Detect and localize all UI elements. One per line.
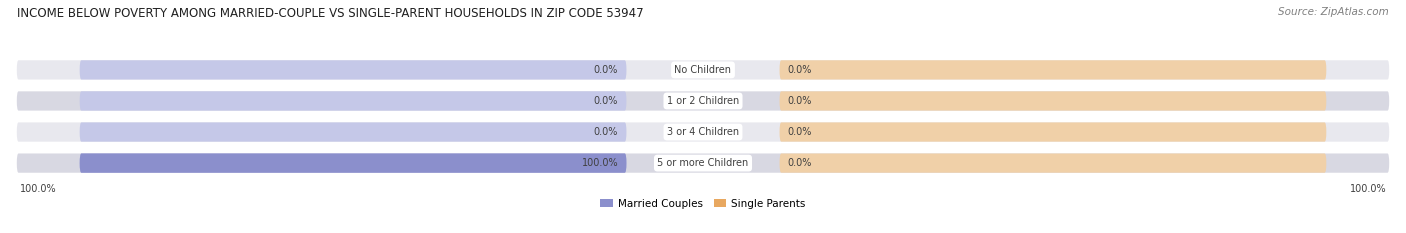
FancyBboxPatch shape xyxy=(17,60,1389,79)
Text: 0.0%: 0.0% xyxy=(593,96,619,106)
FancyBboxPatch shape xyxy=(779,91,1326,111)
FancyBboxPatch shape xyxy=(779,122,1326,142)
Text: INCOME BELOW POVERTY AMONG MARRIED-COUPLE VS SINGLE-PARENT HOUSEHOLDS IN ZIP COD: INCOME BELOW POVERTY AMONG MARRIED-COUPL… xyxy=(17,7,644,20)
FancyBboxPatch shape xyxy=(779,154,1326,173)
FancyBboxPatch shape xyxy=(17,122,1389,142)
Text: 0.0%: 0.0% xyxy=(787,65,813,75)
Text: 0.0%: 0.0% xyxy=(787,158,813,168)
FancyBboxPatch shape xyxy=(80,154,627,173)
Text: 100.0%: 100.0% xyxy=(582,158,619,168)
Legend: Married Couples, Single Parents: Married Couples, Single Parents xyxy=(596,194,810,213)
Text: 100.0%: 100.0% xyxy=(20,184,56,194)
Text: 3 or 4 Children: 3 or 4 Children xyxy=(666,127,740,137)
Text: 0.0%: 0.0% xyxy=(593,65,619,75)
Text: 0.0%: 0.0% xyxy=(593,127,619,137)
Text: 0.0%: 0.0% xyxy=(787,96,813,106)
Text: 100.0%: 100.0% xyxy=(1350,184,1386,194)
FancyBboxPatch shape xyxy=(17,91,1389,111)
FancyBboxPatch shape xyxy=(80,122,627,142)
FancyBboxPatch shape xyxy=(80,91,627,111)
Text: 0.0%: 0.0% xyxy=(787,127,813,137)
Text: No Children: No Children xyxy=(675,65,731,75)
FancyBboxPatch shape xyxy=(779,60,1326,79)
Text: 1 or 2 Children: 1 or 2 Children xyxy=(666,96,740,106)
FancyBboxPatch shape xyxy=(80,154,627,173)
FancyBboxPatch shape xyxy=(17,154,1389,173)
Text: 5 or more Children: 5 or more Children xyxy=(658,158,748,168)
Text: Source: ZipAtlas.com: Source: ZipAtlas.com xyxy=(1278,7,1389,17)
FancyBboxPatch shape xyxy=(80,60,627,79)
